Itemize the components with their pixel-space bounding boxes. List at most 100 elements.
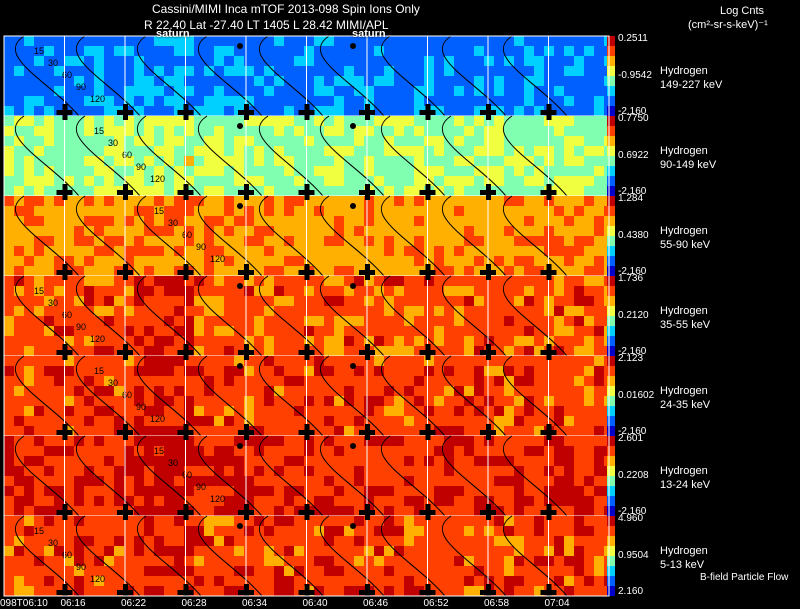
heatmap-cell xyxy=(334,316,344,326)
heatmap-cell xyxy=(164,196,174,206)
heatmap-cell xyxy=(244,486,254,496)
colorbar-segment xyxy=(607,416,615,426)
plus-marker xyxy=(244,184,249,200)
heatmap-cell xyxy=(564,236,574,246)
heatmap-cell xyxy=(454,396,464,406)
heatmap-cell xyxy=(124,206,134,216)
heatmap-cell xyxy=(204,336,214,346)
heatmap-cell xyxy=(294,96,304,106)
heatmap-cell xyxy=(444,166,454,176)
heatmap-cell xyxy=(344,126,354,136)
heatmap-cell xyxy=(244,56,254,66)
heatmap-cell xyxy=(394,356,404,366)
heatmap-cell xyxy=(594,96,604,106)
heatmap-cell xyxy=(294,226,304,236)
heatmap-cell xyxy=(354,246,364,256)
heatmap-cell xyxy=(34,136,44,146)
heatmap-cell xyxy=(194,546,204,556)
heatmap-cell xyxy=(184,536,194,546)
heatmap-cell xyxy=(334,146,344,156)
heatmap-cell xyxy=(524,246,534,256)
heatmap-cell xyxy=(304,126,314,136)
heatmap-cell xyxy=(24,456,34,466)
heatmap-cell xyxy=(74,446,84,456)
heatmap-cell xyxy=(334,106,344,116)
heatmap-cell xyxy=(4,146,14,156)
heatmap-cell xyxy=(534,216,544,226)
heatmap-cell xyxy=(494,66,504,76)
heatmap-cell xyxy=(224,156,234,166)
heatmap-cell xyxy=(104,356,114,366)
heatmap-cell xyxy=(374,46,384,56)
heatmap-cell xyxy=(254,376,264,386)
heatmap-cell xyxy=(454,366,464,376)
heatmap-cell xyxy=(514,166,524,176)
heatmap-cell xyxy=(424,576,434,586)
heatmap-cell xyxy=(324,186,334,196)
heatmap-cell xyxy=(164,116,174,126)
heatmap-cell xyxy=(314,326,324,336)
contour-line xyxy=(15,515,80,597)
heatmap-cell xyxy=(44,276,54,286)
contour-label: 90 xyxy=(76,322,86,332)
plus-marker xyxy=(425,184,431,200)
heatmap-cell xyxy=(144,346,154,356)
heatmap-cell xyxy=(324,176,334,186)
heatmap-cell xyxy=(444,366,454,376)
heatmap-cell xyxy=(594,156,604,166)
heatmap-cell xyxy=(364,516,374,526)
heatmap-cell xyxy=(574,446,584,456)
heatmap-cell xyxy=(304,496,314,506)
heatmap-cell xyxy=(374,286,384,296)
heatmap-cell xyxy=(264,306,274,316)
heatmap-cell xyxy=(324,276,334,286)
contour-label: 15 xyxy=(94,366,104,376)
heatmap-cell xyxy=(274,276,284,286)
heatmap-cell xyxy=(234,336,244,346)
heatmap-cell xyxy=(34,466,44,476)
heatmap-cell xyxy=(244,406,254,416)
heatmap-cell xyxy=(144,146,154,156)
heatmap-cell xyxy=(264,376,274,386)
contour-line xyxy=(320,195,385,277)
heatmap-cell xyxy=(384,376,394,386)
heatmap-cell xyxy=(464,386,474,396)
heatmap-cell xyxy=(574,456,584,466)
heatmap-cell xyxy=(154,426,164,436)
heatmap-cell xyxy=(244,456,254,466)
heatmap-cell xyxy=(94,196,104,206)
heatmap-cell xyxy=(584,436,594,446)
heatmap-cell xyxy=(84,346,94,356)
heatmap-cell xyxy=(414,286,424,296)
contour-line xyxy=(442,115,507,197)
heatmap-cell xyxy=(404,106,414,116)
heatmap-cell xyxy=(124,546,134,556)
heatmap-cell xyxy=(224,86,234,96)
heatmap-cell xyxy=(584,226,594,236)
heatmap-cell xyxy=(294,526,304,536)
heatmap-cell xyxy=(104,536,114,546)
heatmap-cell xyxy=(574,46,584,56)
heatmap-cell xyxy=(364,116,374,126)
heatmap-cell xyxy=(384,276,394,286)
heatmap-cell xyxy=(564,566,574,576)
plus-marker xyxy=(365,184,370,200)
heatmap-cell xyxy=(154,236,164,246)
heatmap-cell xyxy=(414,506,424,516)
heatmap-cell xyxy=(34,266,44,276)
heatmap-cell xyxy=(164,46,174,56)
heatmap-cell xyxy=(554,316,564,326)
heatmap-cell xyxy=(54,246,64,256)
heatmap-cell xyxy=(474,236,484,246)
heatmap-cell xyxy=(324,396,334,406)
heatmap-cell xyxy=(244,126,254,136)
heatmap-cell xyxy=(84,256,94,266)
heatmap-cell xyxy=(44,386,54,396)
heatmap-cell xyxy=(304,296,314,306)
heatmap-cell xyxy=(134,526,144,536)
heatmap-cell xyxy=(454,86,464,96)
heatmap-cell xyxy=(344,166,354,176)
heatmap-cell xyxy=(304,286,314,296)
heatmap-cell xyxy=(374,376,384,386)
heatmap-cell xyxy=(74,66,84,76)
